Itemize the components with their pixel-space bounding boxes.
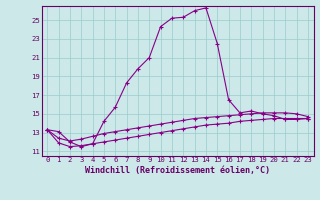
X-axis label: Windchill (Refroidissement éolien,°C): Windchill (Refroidissement éolien,°C): [85, 166, 270, 175]
